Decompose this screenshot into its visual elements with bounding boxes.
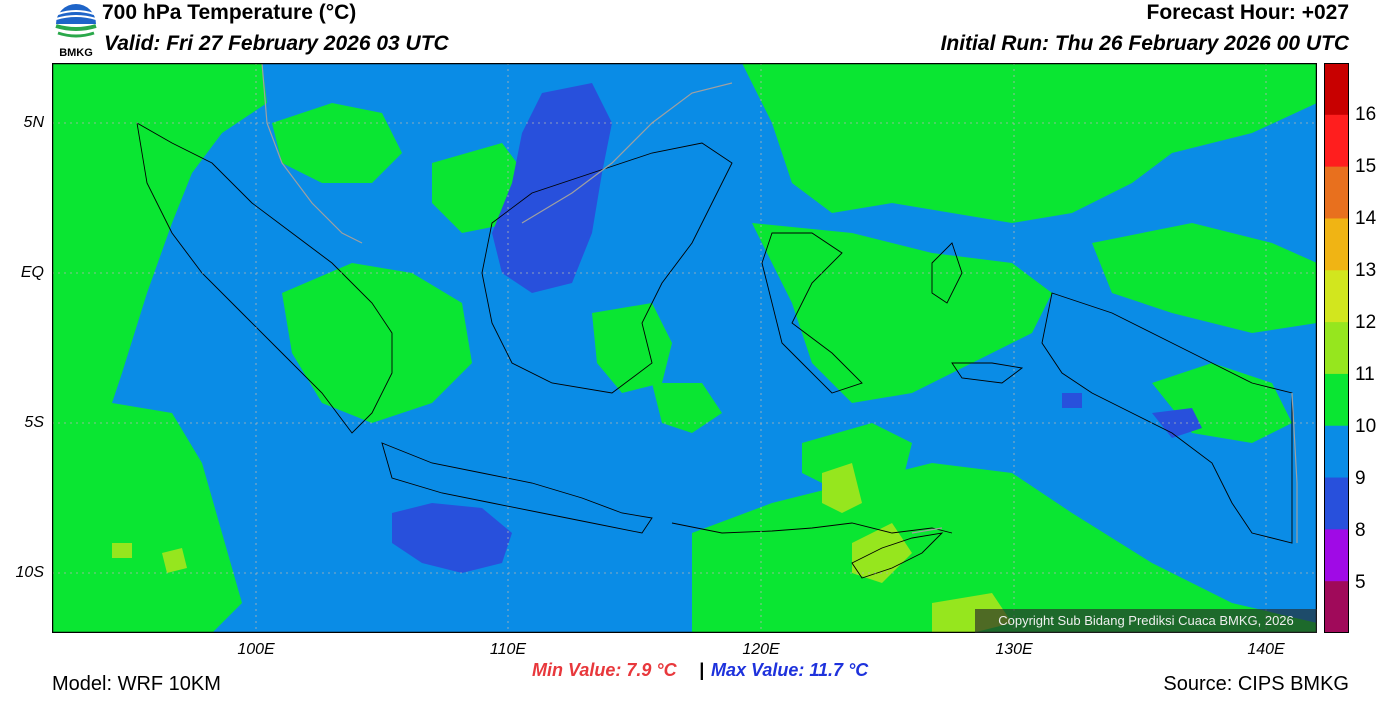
colorbar-segment	[1324, 581, 1349, 634]
chart-title: 700 hPa Temperature (°C)	[102, 1, 357, 24]
temp-8-9-regions	[392, 83, 1202, 573]
source-label: Source: CIPS BMKG	[1163, 673, 1349, 695]
logo-text: BMKG	[59, 47, 93, 58]
min-value: Min Value: 7.9 °C	[532, 660, 677, 680]
colorbar-segment	[1324, 63, 1349, 116]
colorbar-label-16: 16	[1355, 104, 1377, 125]
colorbar-label-10: 10	[1355, 416, 1377, 437]
colorbar-label-13: 13	[1355, 260, 1377, 281]
lon-label-100e: 100E	[237, 641, 275, 658]
colorbar-segment	[1324, 425, 1349, 479]
lat-label-eq: EQ	[20, 264, 44, 281]
colorbar-scale	[1324, 63, 1349, 634]
temp-11-12-regions	[112, 463, 1012, 633]
stats-separator: |	[699, 660, 705, 680]
colorbar-frame	[1324, 63, 1349, 633]
country-borders	[261, 62, 1298, 543]
colorbar-label-8: 8	[1355, 520, 1366, 541]
temperature-map	[46, 62, 1318, 639]
lon-label-130e: 130E	[995, 641, 1033, 658]
colorbar-segment	[1324, 477, 1349, 530]
coastlines	[136, 122, 1293, 579]
bmkg-logo: BMKG	[52, 2, 100, 59]
colorbar-segment	[1324, 529, 1349, 582]
valid-time: Valid: Fri 27 February 2026 03 UTC	[104, 32, 449, 55]
colorbar-segment	[1324, 373, 1349, 427]
lat-label-10s: 10S	[15, 564, 44, 581]
colorbar-segment	[1324, 218, 1349, 271]
lat-label-5s: 5S	[24, 414, 44, 431]
colorbar-segment	[1324, 322, 1349, 375]
forecast-hour: Forecast Hour: +027	[1146, 1, 1350, 24]
colorbar-segment	[1324, 114, 1349, 168]
colorbar-segment	[1324, 166, 1349, 219]
copyright-notice: Copyright Sub Bidang Prediksi Cuaca BMKG…	[975, 609, 1317, 633]
colorbar-label-9: 9	[1355, 468, 1366, 489]
colorbar-label-14: 14	[1355, 208, 1377, 229]
map-gridlines	[52, 63, 1317, 633]
initial-run: Initial Run: Thu 26 February 2026 00 UTC	[940, 32, 1349, 55]
lon-label-110e: 110E	[489, 641, 527, 658]
lon-label-140e: 140E	[1247, 641, 1285, 658]
model-label: Model: WRF 10KM	[52, 673, 221, 695]
max-value: Max Value: 11.7 °C	[711, 660, 869, 680]
colorbar-label-12: 12	[1355, 312, 1377, 333]
bmkg-logo-icon: BMKG	[55, 4, 97, 59]
map-frame	[51, 62, 1318, 634]
lon-label-120e: 120E	[742, 641, 780, 658]
map-canvas	[46, 62, 1318, 639]
lat-label-5n: 5N	[23, 114, 44, 131]
colorbar-label-5: 5	[1355, 572, 1366, 593]
colorbar-label-15: 15	[1355, 156, 1377, 177]
colorbar-label-11: 11	[1355, 364, 1375, 385]
colorbar-segment	[1324, 270, 1349, 323]
colorbar	[1324, 63, 1349, 634]
